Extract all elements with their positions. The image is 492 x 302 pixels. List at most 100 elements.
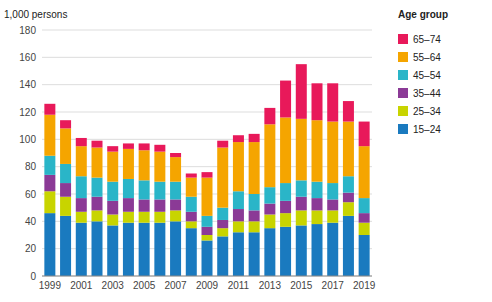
bar-segment bbox=[123, 198, 134, 212]
bar-segment bbox=[264, 108, 275, 124]
bar-segment bbox=[264, 124, 275, 187]
bar-segment bbox=[327, 223, 338, 276]
bar-segment bbox=[44, 115, 55, 156]
legend-label: 25–34 bbox=[413, 106, 441, 117]
x-tick-label: 2013 bbox=[259, 280, 282, 291]
bar-segment bbox=[312, 210, 323, 224]
bar-segment bbox=[139, 150, 150, 180]
bar-segment bbox=[280, 183, 291, 201]
bar-segment bbox=[312, 198, 323, 210]
bar-segment bbox=[217, 208, 228, 220]
bar-segment bbox=[264, 215, 275, 229]
bar-segment bbox=[76, 223, 87, 276]
legend-title: Age group bbox=[398, 9, 448, 20]
bar-segment bbox=[233, 191, 244, 209]
bar-segment bbox=[202, 240, 213, 276]
bar-segment bbox=[343, 193, 354, 203]
bars bbox=[44, 64, 369, 276]
y-tick-label: 160 bbox=[19, 52, 36, 63]
bar-segment bbox=[202, 172, 213, 177]
y-tick-label: 40 bbox=[25, 216, 37, 227]
legend-swatch bbox=[398, 52, 408, 62]
bar-segment bbox=[170, 182, 181, 200]
bar-segment bbox=[60, 216, 71, 276]
y-tick-label: 60 bbox=[25, 189, 37, 200]
bar-segment bbox=[296, 197, 307, 211]
bar-segment bbox=[76, 198, 87, 212]
bar-segment bbox=[76, 146, 87, 176]
bar-segment bbox=[186, 174, 197, 178]
bar-segment bbox=[280, 81, 291, 118]
bar-segment bbox=[154, 199, 165, 211]
bar-segment bbox=[60, 164, 71, 183]
bar-segment bbox=[76, 212, 87, 223]
legend-swatch bbox=[398, 88, 408, 98]
bar-segment bbox=[312, 224, 323, 276]
bar-segment bbox=[44, 104, 55, 115]
bar-segment bbox=[44, 156, 55, 175]
bar-segment bbox=[202, 216, 213, 227]
bar-segment bbox=[44, 175, 55, 191]
legend-swatch bbox=[398, 124, 408, 134]
bar-segment bbox=[154, 182, 165, 200]
bar-segment bbox=[107, 201, 118, 215]
bar-segment bbox=[264, 187, 275, 203]
bar-segment bbox=[217, 228, 228, 236]
bar-segment bbox=[233, 142, 244, 191]
bar-segment bbox=[107, 146, 118, 151]
bar-segment bbox=[76, 138, 87, 146]
bar-segment bbox=[60, 128, 71, 164]
bar-segment bbox=[217, 148, 228, 208]
bar-segment bbox=[60, 197, 71, 216]
bar-segment bbox=[92, 210, 103, 221]
y-axis-label: 1,000 persons bbox=[4, 9, 67, 20]
x-tick-label: 2019 bbox=[353, 280, 376, 291]
x-tick-label: 1999 bbox=[39, 280, 62, 291]
legend: Age group65–7455–6445–5435–4425–3415–24 bbox=[398, 9, 448, 135]
bar-segment bbox=[154, 152, 165, 182]
legend-swatch bbox=[398, 106, 408, 116]
bar-segment bbox=[123, 212, 134, 223]
bar-segment bbox=[186, 197, 197, 212]
bar-segment bbox=[249, 232, 260, 276]
bar-segment bbox=[76, 176, 87, 198]
bar-segment bbox=[186, 228, 197, 276]
y-tick-label: 180 bbox=[19, 25, 36, 36]
bar-segment bbox=[186, 221, 197, 228]
bar-segment bbox=[249, 194, 260, 210]
bar-segment bbox=[233, 135, 244, 142]
bar-segment bbox=[296, 225, 307, 276]
bar-segment bbox=[107, 215, 118, 226]
legend-swatch bbox=[398, 70, 408, 80]
x-tick-label: 2007 bbox=[164, 280, 187, 291]
bar-segment bbox=[123, 179, 134, 198]
bar-segment bbox=[107, 182, 118, 201]
bar-segment bbox=[312, 120, 323, 182]
bar-segment bbox=[233, 232, 244, 276]
bar-segment bbox=[359, 146, 370, 198]
legend-label: 55–64 bbox=[413, 52, 441, 63]
legend-label: 15–24 bbox=[413, 124, 441, 135]
bar-segment bbox=[327, 199, 338, 210]
bar-segment bbox=[280, 213, 291, 227]
bar-segment bbox=[327, 83, 338, 121]
bar-segment bbox=[359, 198, 370, 213]
bar-segment bbox=[186, 178, 197, 197]
bar-segment bbox=[233, 209, 244, 221]
bar-segment bbox=[92, 148, 103, 178]
y-tick-label: 80 bbox=[25, 161, 37, 172]
bar-segment bbox=[202, 235, 213, 240]
bar-segment bbox=[123, 149, 134, 179]
bar-segment bbox=[170, 157, 181, 182]
bar-segment bbox=[123, 143, 134, 148]
bar-segment bbox=[202, 227, 213, 235]
y-tick-label: 20 bbox=[25, 243, 37, 254]
bar-segment bbox=[44, 191, 55, 213]
bar-segment bbox=[139, 180, 150, 199]
bar-segment bbox=[327, 183, 338, 199]
bar-segment bbox=[249, 142, 260, 194]
bar-segment bbox=[186, 212, 197, 222]
grid-line bbox=[42, 30, 372, 31]
bar-segment bbox=[359, 213, 370, 223]
bar-segment bbox=[249, 221, 260, 232]
